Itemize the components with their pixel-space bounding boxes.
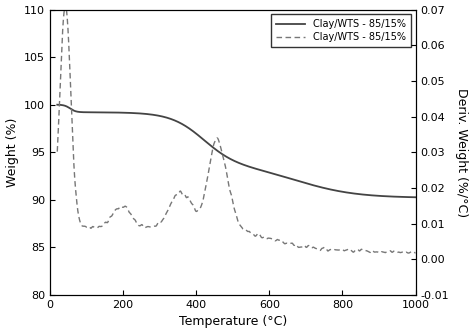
Clay/WTS - 85/15% bbox=[95, 110, 101, 114]
Clay/WTS - 85/15% bbox=[413, 195, 419, 199]
Clay/WTS - 85/15% bbox=[413, 251, 419, 255]
Line: Clay/WTS - 85/15%: Clay/WTS - 85/15% bbox=[57, 105, 416, 197]
Clay/WTS - 85/15% bbox=[192, 131, 198, 135]
Clay/WTS - 85/15% bbox=[117, 111, 122, 115]
Y-axis label: Deriv. Weight (%/°C): Deriv. Weight (%/°C) bbox=[456, 88, 468, 217]
Clay/WTS - 85/15% bbox=[95, 225, 101, 229]
Clay/WTS - 85/15% bbox=[207, 143, 213, 147]
Clay/WTS - 85/15% bbox=[117, 205, 122, 209]
Clay/WTS - 85/15% bbox=[208, 160, 213, 164]
Clay/WTS - 85/15% bbox=[55, 150, 60, 154]
Clay/WTS - 85/15% bbox=[406, 251, 411, 255]
Clay/WTS - 85/15% bbox=[62, 8, 67, 12]
Line: Clay/WTS - 85/15%: Clay/WTS - 85/15% bbox=[57, 10, 416, 253]
Clay/WTS - 85/15% bbox=[367, 193, 373, 197]
Clay/WTS - 85/15% bbox=[192, 207, 198, 211]
Legend: Clay/WTS - 85/15%, Clay/WTS - 85/15%: Clay/WTS - 85/15%, Clay/WTS - 85/15% bbox=[271, 14, 410, 47]
Clay/WTS - 85/15% bbox=[367, 250, 373, 255]
X-axis label: Temperature (°C): Temperature (°C) bbox=[179, 315, 287, 328]
Clay/WTS - 85/15% bbox=[406, 195, 411, 199]
Clay/WTS - 85/15% bbox=[55, 103, 60, 107]
Y-axis label: Weight (%): Weight (%) bbox=[6, 118, 18, 187]
